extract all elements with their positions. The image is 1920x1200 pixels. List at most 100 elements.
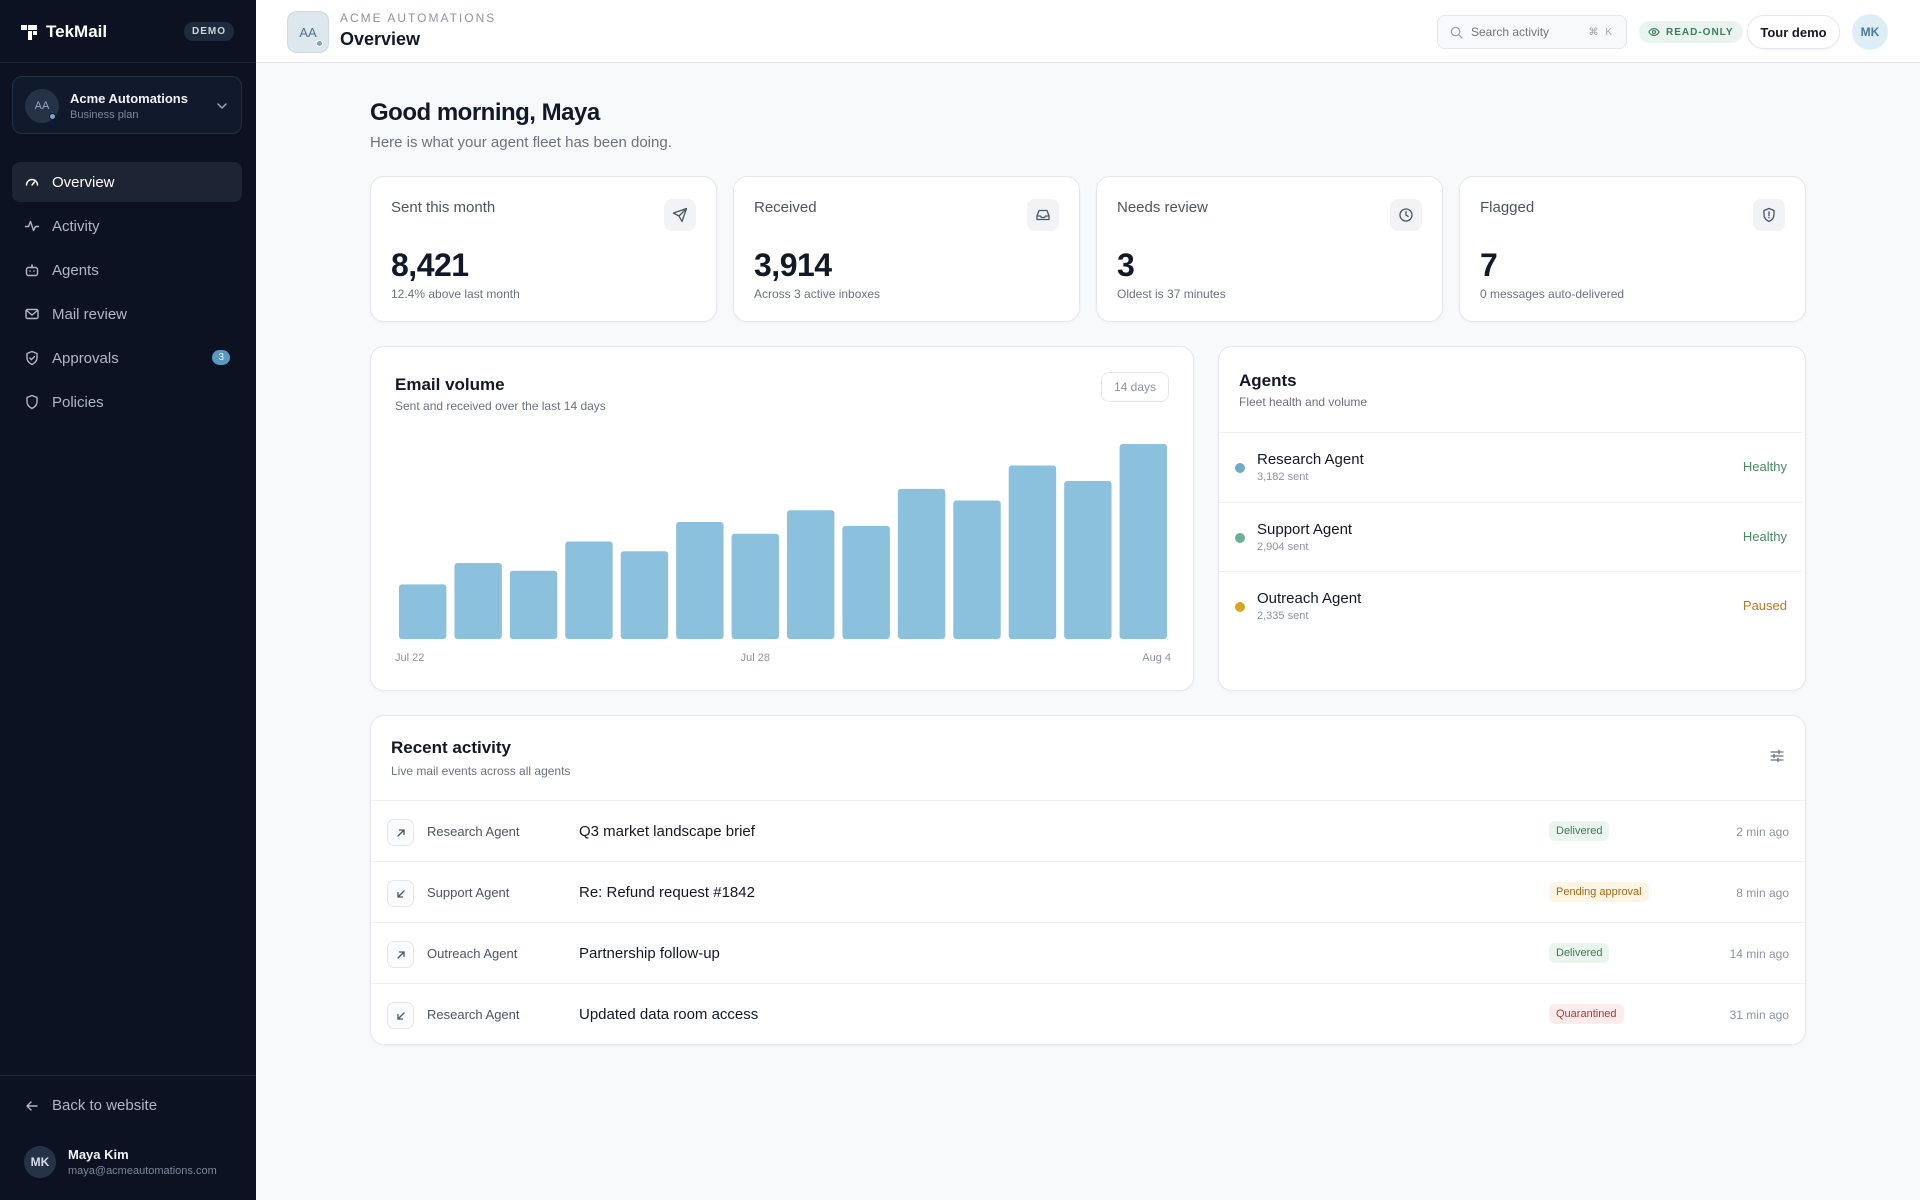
arrow-left-icon	[26, 1100, 38, 1111]
stat-label: Flagged	[1480, 199, 1535, 216]
filter-sliders-icon[interactable]	[1769, 748, 1785, 764]
sidebar-nav: Overview Activity Agents Mail review App…	[12, 162, 242, 426]
activity-time: 2 min ago	[1736, 825, 1789, 839]
activity-subtitle: Live mail events across all agents	[391, 764, 571, 778]
arrow-down-left-icon	[396, 1011, 405, 1020]
activity-row[interactable]: Research Agent Q3 market landscape brief…	[371, 800, 1805, 861]
inbox-icon	[1036, 209, 1050, 221]
chart-title: Email volume	[395, 375, 505, 394]
stat-card-flagged: Flagged 7 0 messages auto-delivered	[1459, 176, 1806, 322]
volume-bar[interactable]	[897, 488, 946, 639]
activity-row[interactable]: Support Agent Re: Refund request #1842 P…	[371, 861, 1805, 922]
sidebar-item-overview[interactable]: Overview	[12, 162, 242, 202]
stat-label: Received	[754, 199, 817, 216]
stat-value: 3,914	[754, 247, 832, 283]
activity-time: 14 min ago	[1729, 947, 1789, 961]
activity-subject[interactable]: Updated data room access	[579, 1006, 759, 1023]
org-avatar[interactable]: AA	[287, 11, 329, 53]
activity-subject[interactable]: Q3 market landscape brief	[579, 823, 755, 840]
sidebar-divider	[0, 62, 256, 63]
org-initials: AA	[34, 100, 50, 112]
sidebar-item-agents[interactable]: Agents	[12, 250, 242, 290]
org-plan: Business plan	[70, 109, 139, 121]
avatar: MK	[24, 1146, 56, 1178]
agents-subtitle: Fleet health and volume	[1239, 395, 1368, 409]
sidebar-item-activity[interactable]: Activity	[12, 206, 242, 246]
app-name: TekMail	[46, 22, 108, 41]
sidebar-item-mail-review[interactable]: Mail review	[12, 294, 242, 334]
page-title: Overview	[340, 29, 421, 49]
activity-subject[interactable]: Partnership follow-up	[579, 945, 720, 962]
status-badge: Pending approval	[1549, 882, 1649, 902]
agent-count: 2,904 sent	[1257, 541, 1309, 553]
stat-subtext: Across 3 active inboxes	[754, 287, 881, 301]
agent-count: 3,182 sent	[1257, 471, 1309, 483]
top-bar: AA ACME AUTOMATIONS Overview ⌘ K READ-ON…	[256, 0, 1920, 63]
sidebar-item-approvals[interactable]: Approvals 3	[12, 338, 242, 378]
agent-name: Support Agent	[1257, 521, 1353, 538]
activity-agent: Research Agent	[427, 1007, 520, 1022]
brand[interactable]: TekMail	[20, 22, 107, 42]
stat-label: Needs review	[1117, 199, 1208, 216]
sidebar-item-label: Overview	[52, 173, 115, 191]
org-switcher[interactable]: AA Acme Automations Business plan	[12, 76, 242, 134]
stat-card-needs-review: Needs review 3 Oldest is 37 minutes	[1096, 176, 1443, 322]
activity-title: Recent activity	[391, 738, 511, 757]
sidebar-item-label: Policies	[52, 393, 104, 411]
recent-activity-card: Recent activity Live mail events across …	[370, 715, 1806, 1045]
user-name: Maya Kim	[68, 1147, 129, 1162]
stat-icon-box	[664, 199, 696, 231]
sidebar-item-policies[interactable]: Policies	[12, 382, 242, 422]
volume-bar[interactable]	[1064, 481, 1112, 639]
shield-icon	[26, 394, 38, 410]
search-shortcut: ⌘ K	[1588, 26, 1614, 38]
volume-bar[interactable]	[1008, 465, 1057, 639]
direction-icon-box	[387, 880, 414, 907]
volume-bar[interactable]	[565, 541, 613, 640]
agent-row-research[interactable]: Research Agent 3,182 sent Healthy	[1219, 432, 1803, 502]
activity-subject[interactable]: Re: Refund request #1842	[579, 884, 755, 901]
x-tick-label: Jul 28	[741, 652, 770, 664]
volume-bar[interactable]	[787, 510, 835, 639]
sidebar-item-label: Approvals	[52, 349, 119, 367]
user-initials: MK	[1860, 25, 1880, 39]
agent-status: Healthy	[1742, 459, 1787, 474]
bot-icon	[25, 264, 39, 277]
stat-value: 7	[1480, 247, 1498, 283]
user-profile[interactable]: MK Maya Kim maya@acmeautomations.com	[24, 1146, 217, 1178]
user-avatar[interactable]: MK	[1852, 14, 1888, 50]
volume-bar[interactable]	[1119, 444, 1167, 639]
greeting-subtitle: Here is what your agent fleet has been d…	[370, 134, 672, 151]
volume-bar[interactable]	[676, 522, 724, 639]
user-initials: MK	[30, 1155, 50, 1169]
back-to-website-link[interactable]: Back to website	[24, 1097, 157, 1114]
volume-bar[interactable]	[620, 551, 669, 639]
direction-icon-box	[387, 1002, 414, 1029]
search-box[interactable]: ⌘ K	[1437, 15, 1627, 49]
tour-demo-button[interactable]: Tour demo	[1747, 15, 1840, 49]
activity-row[interactable]: Research Agent Updated data room access …	[371, 983, 1805, 1044]
stat-subtext: 0 messages auto-delivered	[1480, 287, 1625, 301]
sidebar-divider	[0, 1075, 256, 1076]
volume-bar[interactable]	[509, 570, 558, 639]
agent-row-support[interactable]: Support Agent 2,904 sent Healthy	[1219, 502, 1803, 572]
arrow-up-right-icon	[396, 950, 405, 959]
stat-value: 8,421	[391, 247, 469, 283]
activity-row[interactable]: Outreach Agent Partnership follow-up Del…	[371, 922, 1805, 983]
volume-bar[interactable]	[399, 584, 447, 639]
x-tick-label: Aug 4	[1142, 652, 1171, 664]
stat-icon-box	[1390, 199, 1422, 231]
agent-row-outreach[interactable]: Outreach Agent 2,335 sent Paused	[1219, 571, 1803, 641]
sidebar-item-label: Activity	[52, 217, 100, 235]
agent-status: Paused	[1742, 598, 1787, 613]
volume-bar[interactable]	[454, 562, 502, 639]
arrow-down-left-icon	[396, 889, 405, 898]
volume-bar[interactable]	[731, 533, 779, 639]
status-badge: Delivered	[1549, 821, 1610, 841]
volume-bar[interactable]	[953, 500, 1001, 639]
volume-bar[interactable]	[842, 525, 890, 639]
range-select[interactable]: 14 days	[1101, 372, 1169, 402]
status-badge: Quarantined	[1549, 1004, 1624, 1024]
activity-agent: Outreach Agent	[427, 946, 518, 961]
search-input[interactable]	[1471, 25, 1571, 39]
